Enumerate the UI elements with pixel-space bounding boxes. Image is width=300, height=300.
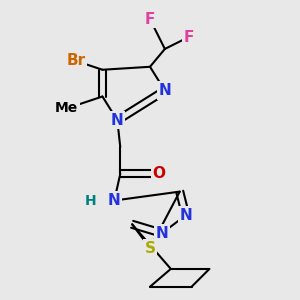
Text: N: N bbox=[155, 226, 168, 241]
Text: N: N bbox=[158, 83, 171, 98]
Text: O: O bbox=[152, 166, 165, 181]
Text: H: H bbox=[85, 194, 96, 208]
Text: N: N bbox=[179, 208, 192, 223]
Text: N: N bbox=[111, 113, 124, 128]
Text: Me: Me bbox=[55, 101, 78, 116]
Text: S: S bbox=[145, 241, 155, 256]
Text: H: H bbox=[85, 194, 96, 208]
Text: Br: Br bbox=[66, 53, 85, 68]
Text: F: F bbox=[145, 12, 155, 27]
Text: N: N bbox=[108, 193, 121, 208]
Text: F: F bbox=[184, 30, 194, 45]
